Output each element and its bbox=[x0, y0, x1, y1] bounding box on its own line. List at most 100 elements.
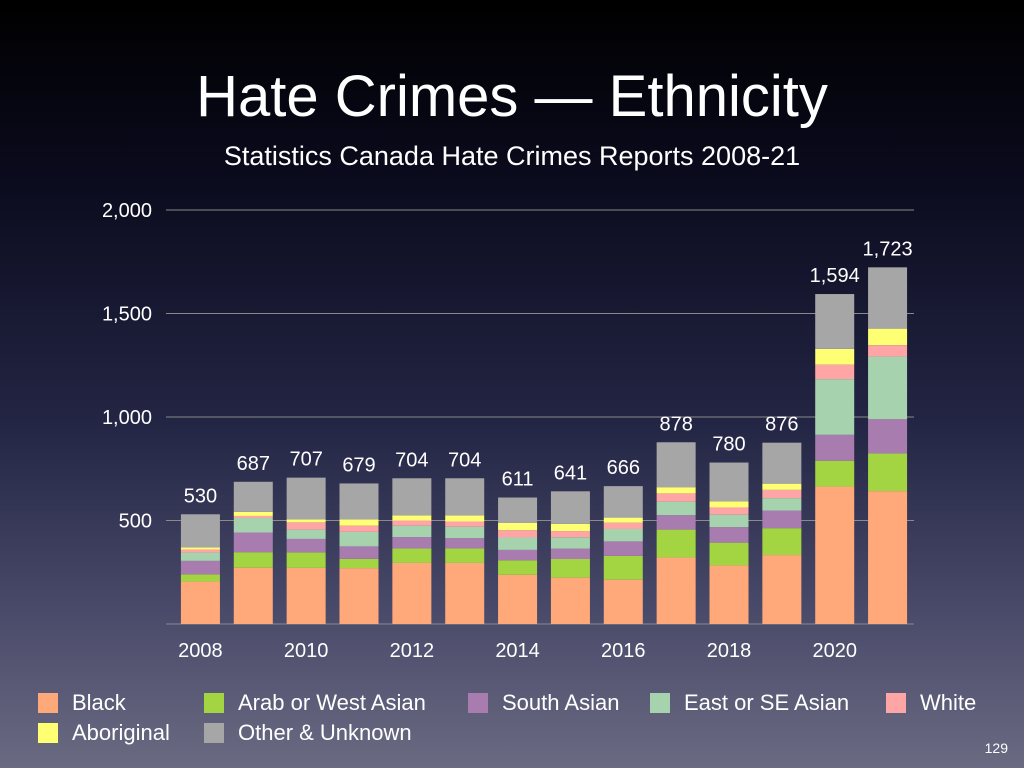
legend-swatch bbox=[886, 693, 906, 713]
legend-swatch bbox=[38, 723, 58, 743]
x-tick-label: 2020 bbox=[812, 640, 857, 662]
bar-segment bbox=[180, 560, 220, 575]
bar-segment bbox=[550, 577, 590, 624]
legend-label: Black bbox=[72, 690, 126, 715]
bar-segment bbox=[656, 493, 696, 502]
bar-segment bbox=[868, 345, 908, 357]
bar-segment bbox=[498, 530, 538, 538]
bar-segment bbox=[445, 515, 485, 522]
bar-segment bbox=[339, 558, 379, 569]
legend-item: Black bbox=[38, 688, 126, 718]
y-tick-label: 2,000 bbox=[102, 200, 152, 222]
legend-label: White bbox=[920, 690, 977, 715]
bar-segment bbox=[603, 541, 643, 556]
bar-segment bbox=[498, 522, 538, 531]
bar-total-label: 704 bbox=[448, 449, 481, 471]
bar-segment bbox=[498, 549, 538, 561]
bar-segment bbox=[392, 562, 432, 624]
bar-segment bbox=[656, 515, 696, 530]
bar-segment bbox=[445, 526, 485, 539]
bar-segment bbox=[815, 348, 855, 365]
bar-segment bbox=[233, 511, 273, 516]
bar-segment bbox=[868, 267, 908, 329]
bar-segment bbox=[762, 483, 802, 490]
bar-segment bbox=[868, 419, 908, 454]
bar-total-label: 878 bbox=[659, 413, 692, 435]
bar-segment bbox=[815, 379, 855, 435]
bar-total-label: 704 bbox=[395, 449, 428, 471]
bar-segment bbox=[709, 527, 749, 543]
bar-segment bbox=[233, 515, 273, 519]
legend-item: White bbox=[886, 688, 976, 718]
bar-segment bbox=[180, 549, 220, 553]
bar-segment bbox=[392, 520, 432, 526]
bar-segment bbox=[180, 514, 220, 548]
legend-label: Other & Unknown bbox=[238, 720, 412, 745]
bar-segment bbox=[180, 552, 220, 561]
bar-total-label: 1,594 bbox=[810, 265, 860, 287]
bar-segment bbox=[603, 555, 643, 580]
legend-label: East or SE Asian bbox=[684, 690, 850, 715]
bar-total-label: 780 bbox=[712, 434, 745, 456]
bar-segment bbox=[339, 531, 379, 547]
chart-legend: Black Arab or West Asian South Asian East o… bbox=[38, 688, 1018, 754]
bar-total-label: 876 bbox=[765, 414, 798, 436]
chart-subtitle: Statistics Canada Hate Crimes Reports 20… bbox=[223, 141, 801, 171]
bar-segment bbox=[762, 510, 802, 529]
bar-segment bbox=[762, 555, 802, 624]
bar-total-label: 666 bbox=[607, 457, 640, 479]
bar-segment bbox=[445, 538, 485, 549]
bar-segment bbox=[656, 442, 696, 488]
legend-label: Arab or West Asian bbox=[238, 690, 426, 715]
bar-segment bbox=[233, 518, 273, 533]
bar-segment bbox=[815, 294, 855, 349]
bar-segment bbox=[233, 481, 273, 512]
bar-segment bbox=[339, 525, 379, 532]
legend-label: South Asian bbox=[502, 690, 620, 715]
y-tick-label: 1,500 bbox=[102, 304, 152, 326]
bar-total-label: 707 bbox=[289, 449, 322, 471]
bar-segment bbox=[656, 501, 696, 516]
chart-title: Hate Crimes — Ethnicity bbox=[196, 64, 828, 129]
bar-segment bbox=[286, 567, 326, 624]
x-tick-label: 2018 bbox=[707, 640, 752, 662]
legend-swatch bbox=[204, 693, 224, 713]
bar-segment bbox=[603, 528, 643, 542]
bar-segment bbox=[868, 491, 908, 624]
bar-segment bbox=[603, 517, 643, 523]
x-tick-label: 2010 bbox=[284, 640, 329, 662]
bar-segment bbox=[339, 546, 379, 559]
y-tick-label: 1,000 bbox=[102, 407, 152, 429]
bar-segment bbox=[286, 519, 326, 523]
bar-segment bbox=[762, 489, 802, 499]
bar-segment bbox=[603, 486, 643, 518]
bar-segment bbox=[550, 491, 590, 524]
legend-swatch bbox=[38, 693, 58, 713]
bar-segment bbox=[498, 497, 538, 523]
legend-item: Arab or West Asian bbox=[204, 688, 426, 718]
bar-segment bbox=[868, 453, 908, 492]
stacked-bar-chart: 500 1,000 1,500 2,000 530 2008 687 707 2010 679 70… bbox=[102, 200, 914, 662]
bar-segment bbox=[445, 548, 485, 563]
bar-segment bbox=[709, 507, 749, 515]
bar-segment bbox=[392, 478, 432, 516]
bar-segment bbox=[392, 537, 432, 549]
bar-segment bbox=[762, 442, 802, 484]
bar-segment bbox=[550, 537, 590, 549]
bar-segment bbox=[498, 574, 538, 624]
bar-total-label: 611 bbox=[502, 469, 534, 491]
bar-segment bbox=[550, 559, 590, 578]
bar-segment bbox=[550, 531, 590, 538]
bar-segment bbox=[709, 462, 749, 502]
bar-segment bbox=[286, 529, 326, 539]
bar-segment bbox=[180, 574, 220, 582]
bar-segment bbox=[392, 515, 432, 521]
bar-total-label: 641 bbox=[554, 462, 587, 484]
x-tick-label: 2012 bbox=[390, 640, 435, 662]
bar-segment bbox=[286, 477, 326, 520]
legend-swatch bbox=[204, 723, 224, 743]
bar-total-label: 679 bbox=[342, 454, 375, 476]
bar-total-label: 530 bbox=[184, 485, 217, 507]
bar-segment bbox=[815, 486, 855, 624]
bar-segment bbox=[233, 532, 273, 553]
